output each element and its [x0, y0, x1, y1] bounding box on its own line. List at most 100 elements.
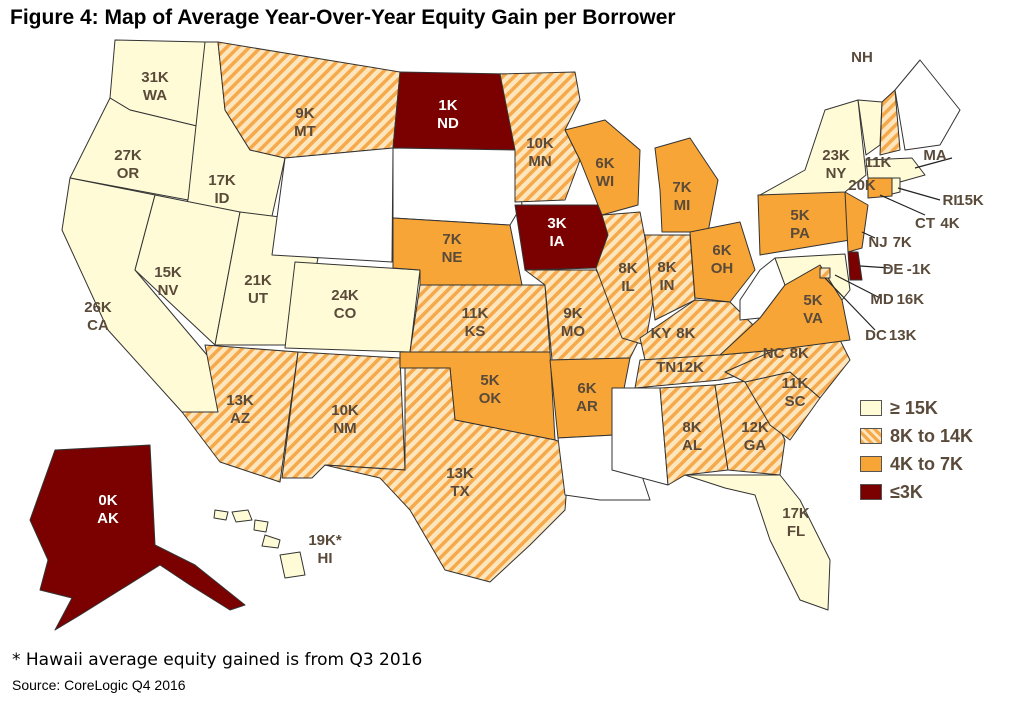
legend-item: ≥ 15K	[860, 394, 973, 422]
leader-nj	[861, 231, 876, 239]
state-code-al: AL	[682, 437, 702, 454]
state-code-tn: TN	[656, 359, 676, 376]
state-code-ma: MA	[923, 147, 946, 164]
legend-label: 4K to 7K	[890, 453, 964, 474]
state-value-tn: 12K	[676, 359, 704, 376]
state-value-al: 8K	[682, 419, 701, 436]
state-AK	[29, 444, 246, 631]
state-value-ne: 7K	[442, 231, 461, 248]
state-value-mn: 10K	[526, 135, 554, 152]
legend-label: ≥ 15K	[890, 397, 938, 418]
state-value-nd: 1K	[438, 97, 457, 114]
state-SD	[392, 147, 523, 226]
state-code-wa: WA	[143, 87, 167, 104]
state-value-nh: 11K	[865, 154, 892, 171]
state-AL	[659, 384, 729, 486]
state-WI	[564, 119, 641, 216]
source-note: Source: CoreLogic Q4 2016	[12, 677, 186, 693]
state-code-ne: NE	[442, 249, 463, 266]
state-value-ct: 4K	[940, 215, 959, 232]
state-value-ut: 21K	[244, 272, 272, 289]
state-FL	[684, 474, 831, 611]
state-code-mi: MI	[674, 197, 691, 214]
state-code-or: OR	[117, 165, 140, 182]
state-value-nv: 15K	[154, 264, 182, 281]
state-code-ny: NY	[826, 165, 847, 182]
state-value-az: 13K	[226, 392, 254, 409]
state-code-co: CO	[334, 305, 357, 322]
state-value-ak: 0K	[98, 492, 117, 509]
leader-md	[834, 274, 881, 299]
state-code-ga: GA	[744, 437, 767, 454]
state-value-ga: 12K	[741, 419, 769, 436]
state-TX	[324, 367, 571, 583]
state-code-wi: WI	[596, 173, 614, 190]
state-code-oh: OH	[711, 260, 734, 277]
state-value-mi: 7K	[672, 179, 691, 196]
state-CT	[867, 177, 893, 199]
state-value-tx: 13K	[446, 465, 474, 482]
state-value-nj: 7K	[893, 234, 912, 251]
state-value-md: 16K	[897, 291, 925, 308]
state-value-nm: 10K	[331, 402, 359, 419]
footnote: * Hawaii average equity gained is from Q…	[12, 650, 423, 670]
state-value-ca: 26K	[84, 299, 112, 316]
state-DC	[819, 267, 831, 279]
state-code-tx: TX	[450, 483, 469, 500]
state-code-nj: NJ	[868, 234, 887, 251]
leader-ma	[914, 157, 953, 169]
state-code-ar: AR	[576, 398, 598, 415]
state-code-az: AZ	[230, 410, 250, 427]
state-code-ri: RI	[943, 192, 958, 209]
state-value-or: 27K	[114, 147, 142, 164]
state-code-fl: FL	[787, 523, 805, 540]
figure-title: Figure 4: Map of Average Year-Over-Year …	[10, 6, 676, 29]
legend-swatch	[860, 456, 882, 472]
legend-swatch	[860, 428, 882, 444]
state-code-il: IL	[621, 278, 634, 295]
state-code-in: IN	[660, 277, 675, 294]
state-code-mt: MT	[294, 123, 316, 140]
state-value-wi: 6K	[595, 155, 614, 172]
state-code-va: VA	[803, 310, 823, 327]
state-code-nh: NH	[851, 49, 873, 66]
state-code-pa: PA	[790, 225, 810, 242]
state-code-sc: SC	[785, 393, 806, 410]
state-code-nv: NV	[158, 282, 179, 299]
leader-ri	[897, 187, 941, 201]
state-value-oh: 6K	[712, 242, 731, 259]
state-NJ	[844, 191, 869, 253]
state-value-id: 17K	[208, 172, 236, 189]
state-HI	[213, 509, 306, 579]
state-value-ar: 6K	[577, 380, 596, 397]
state-code-id: ID	[215, 190, 230, 207]
state-IL	[595, 211, 656, 346]
state-code-ky: KY	[651, 325, 672, 342]
state-code-mn: MN	[528, 153, 551, 170]
state-code-de: DE	[883, 261, 904, 278]
state-code-ks: KS	[465, 323, 486, 340]
state-value-in: 8K	[657, 259, 676, 276]
state-ME	[894, 59, 961, 151]
legend-swatch	[860, 400, 882, 416]
state-value-ky: 8K	[676, 325, 695, 342]
leader-de	[859, 265, 891, 269]
state-MT	[217, 41, 401, 159]
state-code-ok: OK	[479, 390, 502, 407]
legend-item: 4K to 7K	[860, 450, 973, 478]
leader-ct	[879, 194, 926, 216]
state-value-hi: 19K*	[308, 532, 342, 549]
state-value-sc: 11K	[782, 375, 809, 392]
legend-swatch	[860, 484, 882, 500]
state-code-ia: IA	[550, 233, 565, 250]
state-MA	[865, 157, 926, 183]
state-code-mo: MO	[561, 323, 585, 340]
state-value-mt: 9K	[295, 105, 314, 122]
state-code-nd: ND	[437, 115, 459, 132]
state-code-ak: AK	[97, 510, 119, 527]
state-RI	[891, 177, 901, 195]
state-NH	[879, 89, 901, 156]
state-value-wa: 31K	[141, 69, 169, 86]
state-code-nc: NC	[763, 345, 785, 362]
